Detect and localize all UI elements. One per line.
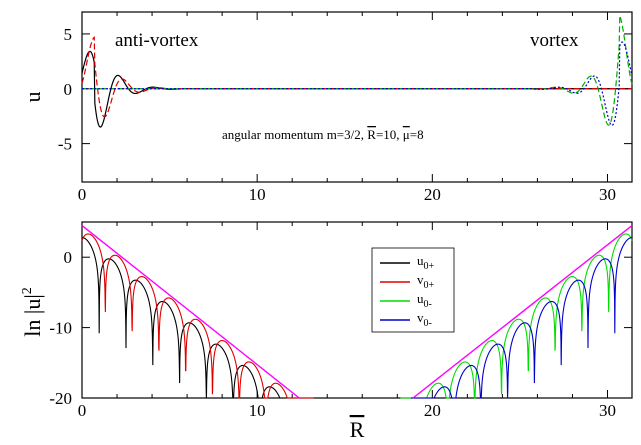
bottom-ylabel-base: ln |u| xyxy=(20,294,45,336)
legend-label-base: v xyxy=(417,310,424,325)
legend-label-sub: 0- xyxy=(424,318,432,329)
x-tick-label: 30 xyxy=(599,401,616,420)
bottom-envelope-lines xyxy=(81,224,633,399)
top-y-axis-label: u xyxy=(20,92,45,103)
legend-label-sub: 0- xyxy=(424,299,432,310)
x-tick-label: 30 xyxy=(599,185,616,204)
x-tick-label: 10 xyxy=(249,401,266,420)
bottom-plot-frame xyxy=(81,221,633,399)
y-tick-label: 0 xyxy=(64,248,73,267)
bottom-xtick-labels: 0 10 20 30 xyxy=(78,401,616,420)
y-tick-label: -20 xyxy=(49,389,72,408)
params-r-symbol: R xyxy=(367,127,376,142)
bottom-series-line-v0+ xyxy=(81,233,314,399)
x-tick-label: 0 xyxy=(78,401,87,420)
top-ticks xyxy=(81,12,632,182)
legend-label-u0-: u0- xyxy=(417,291,432,310)
bottom-series-line-u0+ xyxy=(81,236,304,399)
bottom-y-axis-label: ln |u|2 xyxy=(20,287,45,336)
top-plot-frame xyxy=(81,11,633,183)
legend-label-v0+: v0+ xyxy=(417,272,435,291)
bottom-series-group xyxy=(81,233,633,399)
top-series-line-3 xyxy=(82,41,633,126)
y-tick-label: -10 xyxy=(49,319,72,338)
legend-box xyxy=(371,247,455,333)
top-xtick-labels: 0 10 20 30 xyxy=(78,185,616,204)
x-tick-label: 20 xyxy=(424,185,441,204)
legend-label-sub: 0+ xyxy=(424,261,435,272)
legend-label-base: u xyxy=(417,253,424,268)
envelope-line-1 xyxy=(412,224,633,399)
bottom-ylabel-sup: 2 xyxy=(20,287,35,294)
x-tick-label: 10 xyxy=(249,185,266,204)
x-tick-label: 0 xyxy=(78,185,87,204)
bottom-panel: 0-10-20 0 10 20 30 ln |u|2 R u0+v0+u0-v0- xyxy=(20,221,633,442)
params-mu-symbol: μ xyxy=(403,127,410,142)
top-ytick-labels: 5 0 -5 xyxy=(58,25,72,154)
annotation-anti-vortex: anti-vortex xyxy=(115,30,199,51)
params-r-value: =10, xyxy=(376,127,403,142)
top-series-group xyxy=(81,15,633,128)
envelope-line-0 xyxy=(81,224,300,399)
params-mu-value: =8 xyxy=(410,127,424,142)
annotation-vortex: vortex xyxy=(530,30,579,51)
top-panel: 5 0 -5 u anti-vortex vortex angular moment… xyxy=(20,11,633,183)
x-axis-label: R xyxy=(350,417,365,442)
y-tick-label: -5 xyxy=(58,135,72,154)
y-tick-label: 5 xyxy=(64,25,73,44)
legend-label-base: u xyxy=(417,291,424,306)
y-tick-label: 0 xyxy=(64,80,73,99)
legend: u0+v0+u0-v0- xyxy=(371,247,455,333)
bottom-series-line-v0- xyxy=(410,236,633,399)
params-prefix: angular momentum m=3/2, xyxy=(222,127,367,142)
bottom-ytick-labels: 0 -10 -20 xyxy=(49,248,72,408)
legend-label-u0+: u0+ xyxy=(417,253,435,272)
x-tick-label: 20 xyxy=(424,401,441,420)
annotation-parameters: angular momentum m=3/2, R=10, μ=8 xyxy=(222,127,424,142)
legend-entries: u0+v0+u0-v0- xyxy=(380,253,435,329)
bottom-ticks xyxy=(81,222,632,399)
legend-label-base: v xyxy=(417,272,424,287)
legend-label-v0-: v0- xyxy=(417,310,432,329)
legend-label-sub: 0+ xyxy=(424,280,435,291)
top-series-line-2 xyxy=(82,15,633,126)
bottom-series-line-u0- xyxy=(400,233,633,399)
